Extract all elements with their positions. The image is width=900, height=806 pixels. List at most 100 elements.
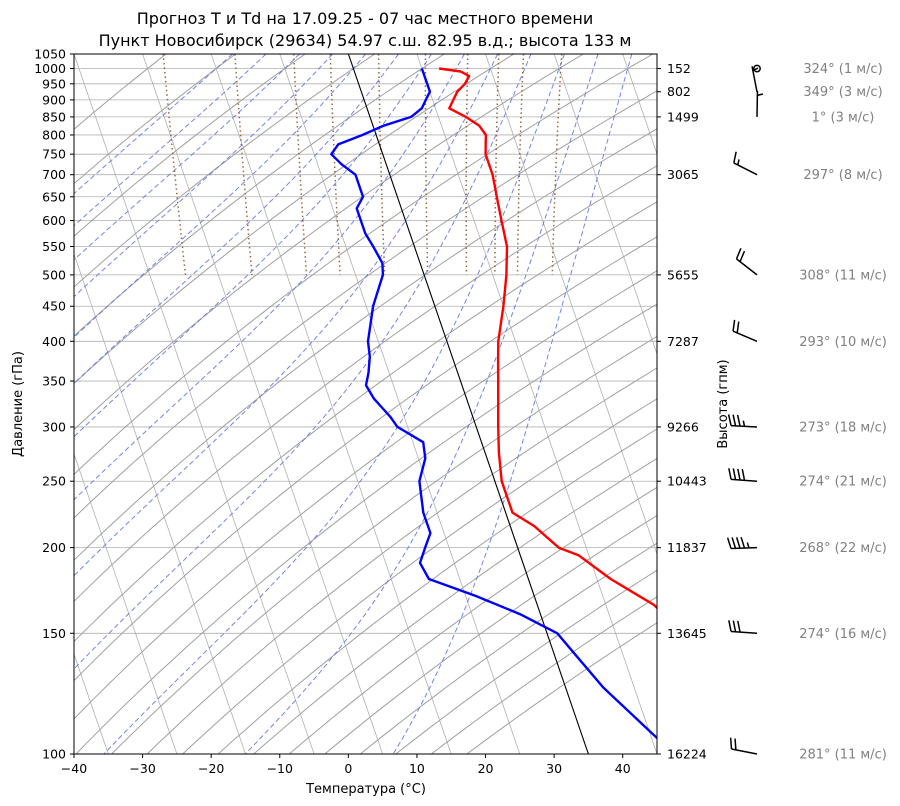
mixing-ratio-line [329, 54, 341, 275]
isotherm-line [622, 54, 657, 156]
dry-adiabats [74, 54, 657, 754]
height-tick-label: 5655 [667, 267, 699, 282]
mixing-ratio-line [551, 54, 563, 275]
dry-adiabat [288, 486, 657, 754]
dry-adiabat [431, 596, 657, 754]
y-tick-label: 350 [42, 374, 66, 389]
mixing-ratio-line [424, 54, 429, 275]
height-tick-label: 11837 [667, 540, 707, 555]
dry-adiabat [359, 542, 657, 754]
wind-label: 274° (16 м/с) [799, 627, 887, 642]
y-tick-label: 600 [42, 213, 66, 228]
wind-label: 324° (1 м/с) [803, 62, 882, 77]
series-line-t [438, 67, 657, 610]
wind-barb [733, 151, 758, 176]
height-tick-label: 3065 [667, 167, 699, 182]
y-tick-label: 650 [42, 189, 66, 204]
isotherm-line [142, 54, 383, 754]
y-tick-label: 100 [42, 747, 66, 762]
barb-flag-full [732, 468, 737, 480]
height-tick-label: 10443 [667, 474, 707, 489]
x-axis-ticks: −40 −30 −20 −10 0 10 20 30 40 [61, 754, 631, 776]
wind-barb [728, 468, 758, 482]
x-tick-label: 20 [478, 761, 494, 776]
y-tick-label: 750 [42, 147, 66, 162]
wind-labels: 281° (11 м/с) 274° (16 м/с) 268° (22 м/с) 2… [799, 62, 887, 762]
x-tick-label: 0 [344, 761, 352, 776]
wind-barbs [726, 64, 764, 755]
height-tick-label: 9266 [667, 419, 699, 434]
mixing-ratio-lines [162, 54, 563, 275]
barb-flag-full [728, 468, 732, 480]
barb-flag-full [731, 537, 737, 549]
barb-flag-full [740, 536, 746, 549]
mixing-ratio-line [516, 54, 525, 275]
x-tick-label: 30 [546, 761, 562, 776]
dry-adiabat [74, 54, 236, 185]
y-tick-label: 1050 [34, 47, 66, 62]
series-line-td [330, 68, 657, 740]
x-tick-label: 40 [615, 761, 631, 776]
isotherm-line [416, 54, 657, 754]
y-tick-label: 900 [42, 92, 66, 107]
height-tick-label: 13645 [667, 626, 707, 641]
isotherm-line [74, 452, 178, 754]
barb-flag-full [737, 620, 741, 633]
wind-label: 293° (10 м/с) [799, 335, 887, 350]
wind-label: 297° (8 м/с) [803, 168, 882, 183]
barb-flag-full [736, 414, 741, 427]
dry-adiabat [182, 398, 657, 754]
moist-adiabat [74, 54, 233, 195]
y-tick-label: 700 [42, 167, 66, 182]
wind-barb [735, 248, 758, 276]
barb-flag-full [735, 537, 741, 549]
y-tick-label: 550 [42, 239, 66, 254]
barb-flag-full [741, 469, 746, 481]
background-grid [74, 54, 657, 754]
barb-flag-half [737, 159, 740, 166]
y-tick-label: 500 [42, 267, 66, 282]
chart-title-line1: Прогноз T и Td на 17.09.25 - 07 час мест… [137, 9, 593, 28]
dry-adiabat [111, 335, 657, 754]
wind-label: 273° (18 м/с) [799, 420, 887, 435]
barb-flag-full [732, 319, 736, 332]
isotherm-line [210, 54, 452, 754]
dry-adiabat [395, 569, 657, 754]
wind-label: 1° (3 м/с) [812, 110, 875, 125]
barb-flag-full [732, 620, 737, 632]
mixing-ratio-line [293, 54, 308, 275]
barb-flag-half [742, 420, 746, 427]
wind-barb [729, 737, 758, 755]
barb-flag-full [733, 151, 737, 164]
barb-flag-full [729, 737, 733, 750]
moist-adiabat [74, 54, 267, 227]
dry-adiabat [74, 54, 654, 476]
y-tick-label: 150 [42, 626, 66, 641]
y-tick-label: 400 [42, 334, 66, 349]
y-tick-label: 950 [42, 76, 66, 91]
mixing-ratio-line [377, 54, 386, 275]
moist-adiabat [74, 54, 432, 438]
mixing-ratio-line [465, 54, 469, 275]
moist-adiabat [74, 54, 532, 670]
y-axis-ticks: 100 150 200 250 300 350 400 450 500 550 600 650 700 7… [34, 47, 74, 762]
dry-adiabat [74, 165, 657, 603]
moist-adiabat [74, 54, 333, 298]
moist-adiabat [392, 54, 633, 754]
y-tick-label: 800 [42, 127, 66, 142]
isotherm-line [74, 54, 315, 754]
calm-circle [753, 64, 761, 73]
moist-adiabat [74, 54, 300, 261]
wind-barb [726, 536, 758, 550]
wind-label: 308° (11 м/с) [799, 268, 887, 283]
y-tick-label: 450 [42, 299, 66, 314]
wind-barb [732, 319, 758, 342]
plot-frame [73, 53, 658, 755]
dry-adiabat [466, 622, 657, 754]
mixing-ratio-line [162, 54, 187, 275]
zero-isotherm [347, 54, 589, 754]
height-tick-label: 7287 [667, 334, 699, 349]
x-tick-label: −40 [61, 761, 87, 776]
height-axis-label: Высота (гпм) [716, 359, 731, 448]
